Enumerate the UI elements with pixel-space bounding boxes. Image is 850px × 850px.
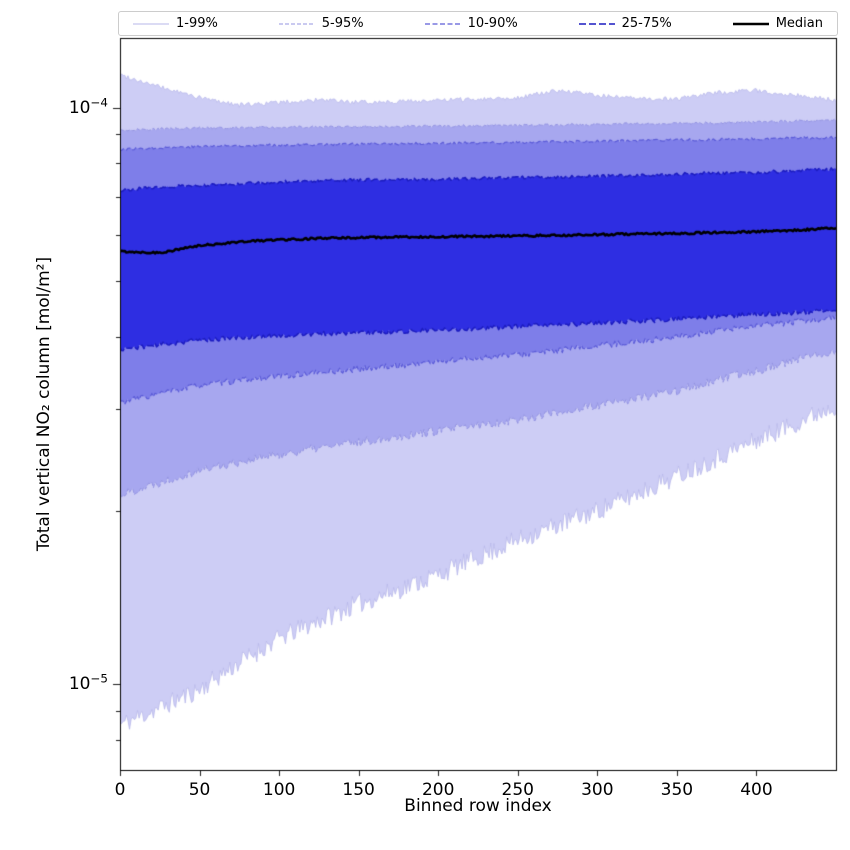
legend-label: 10-90% <box>467 16 518 31</box>
y-axis-label: Total vertical NO₂ column [mol/m²] <box>34 256 54 552</box>
x-axis-label: Binned row index <box>404 796 552 816</box>
legend: 1-99% 5-95% 10-90% 25-75% Median <box>118 11 838 36</box>
legend-line-sample <box>732 22 769 25</box>
x-tick-label: 250 <box>501 780 534 800</box>
legend-item-25-75-: 25-75% <box>578 16 672 31</box>
x-tick-label: 400 <box>740 780 773 800</box>
x-tick-label: 200 <box>421 780 455 800</box>
x-tick-label: 300 <box>581 780 614 800</box>
x-tick-label: 100 <box>262 780 296 800</box>
legend-line-sample <box>133 23 169 24</box>
x-tick-label: 150 <box>342 780 375 800</box>
x-tick-label: 50 <box>188 780 211 800</box>
legend-label: 5-95% <box>321 16 364 31</box>
legend-label: 1-99% <box>176 16 218 31</box>
legend-item-median: Median <box>732 16 823 31</box>
y-tick-label: 10−4 <box>68 95 108 118</box>
x-tick-label: 0 <box>114 780 126 800</box>
y-tick-label: 10−5 <box>68 671 108 695</box>
legend-item-10-90-: 10-90% <box>424 16 518 31</box>
legend-label: 25-75% <box>621 16 672 31</box>
x-tick-label: 350 <box>660 780 694 800</box>
legend-line-sample <box>278 23 315 24</box>
legend-item-5-95-: 5-95% <box>278 16 364 31</box>
legend-line-sample <box>424 22 461 25</box>
legend-line-sample <box>578 22 615 25</box>
legend-item-1-99-: 1-99% <box>133 16 218 31</box>
legend-label: Median <box>775 16 823 31</box>
